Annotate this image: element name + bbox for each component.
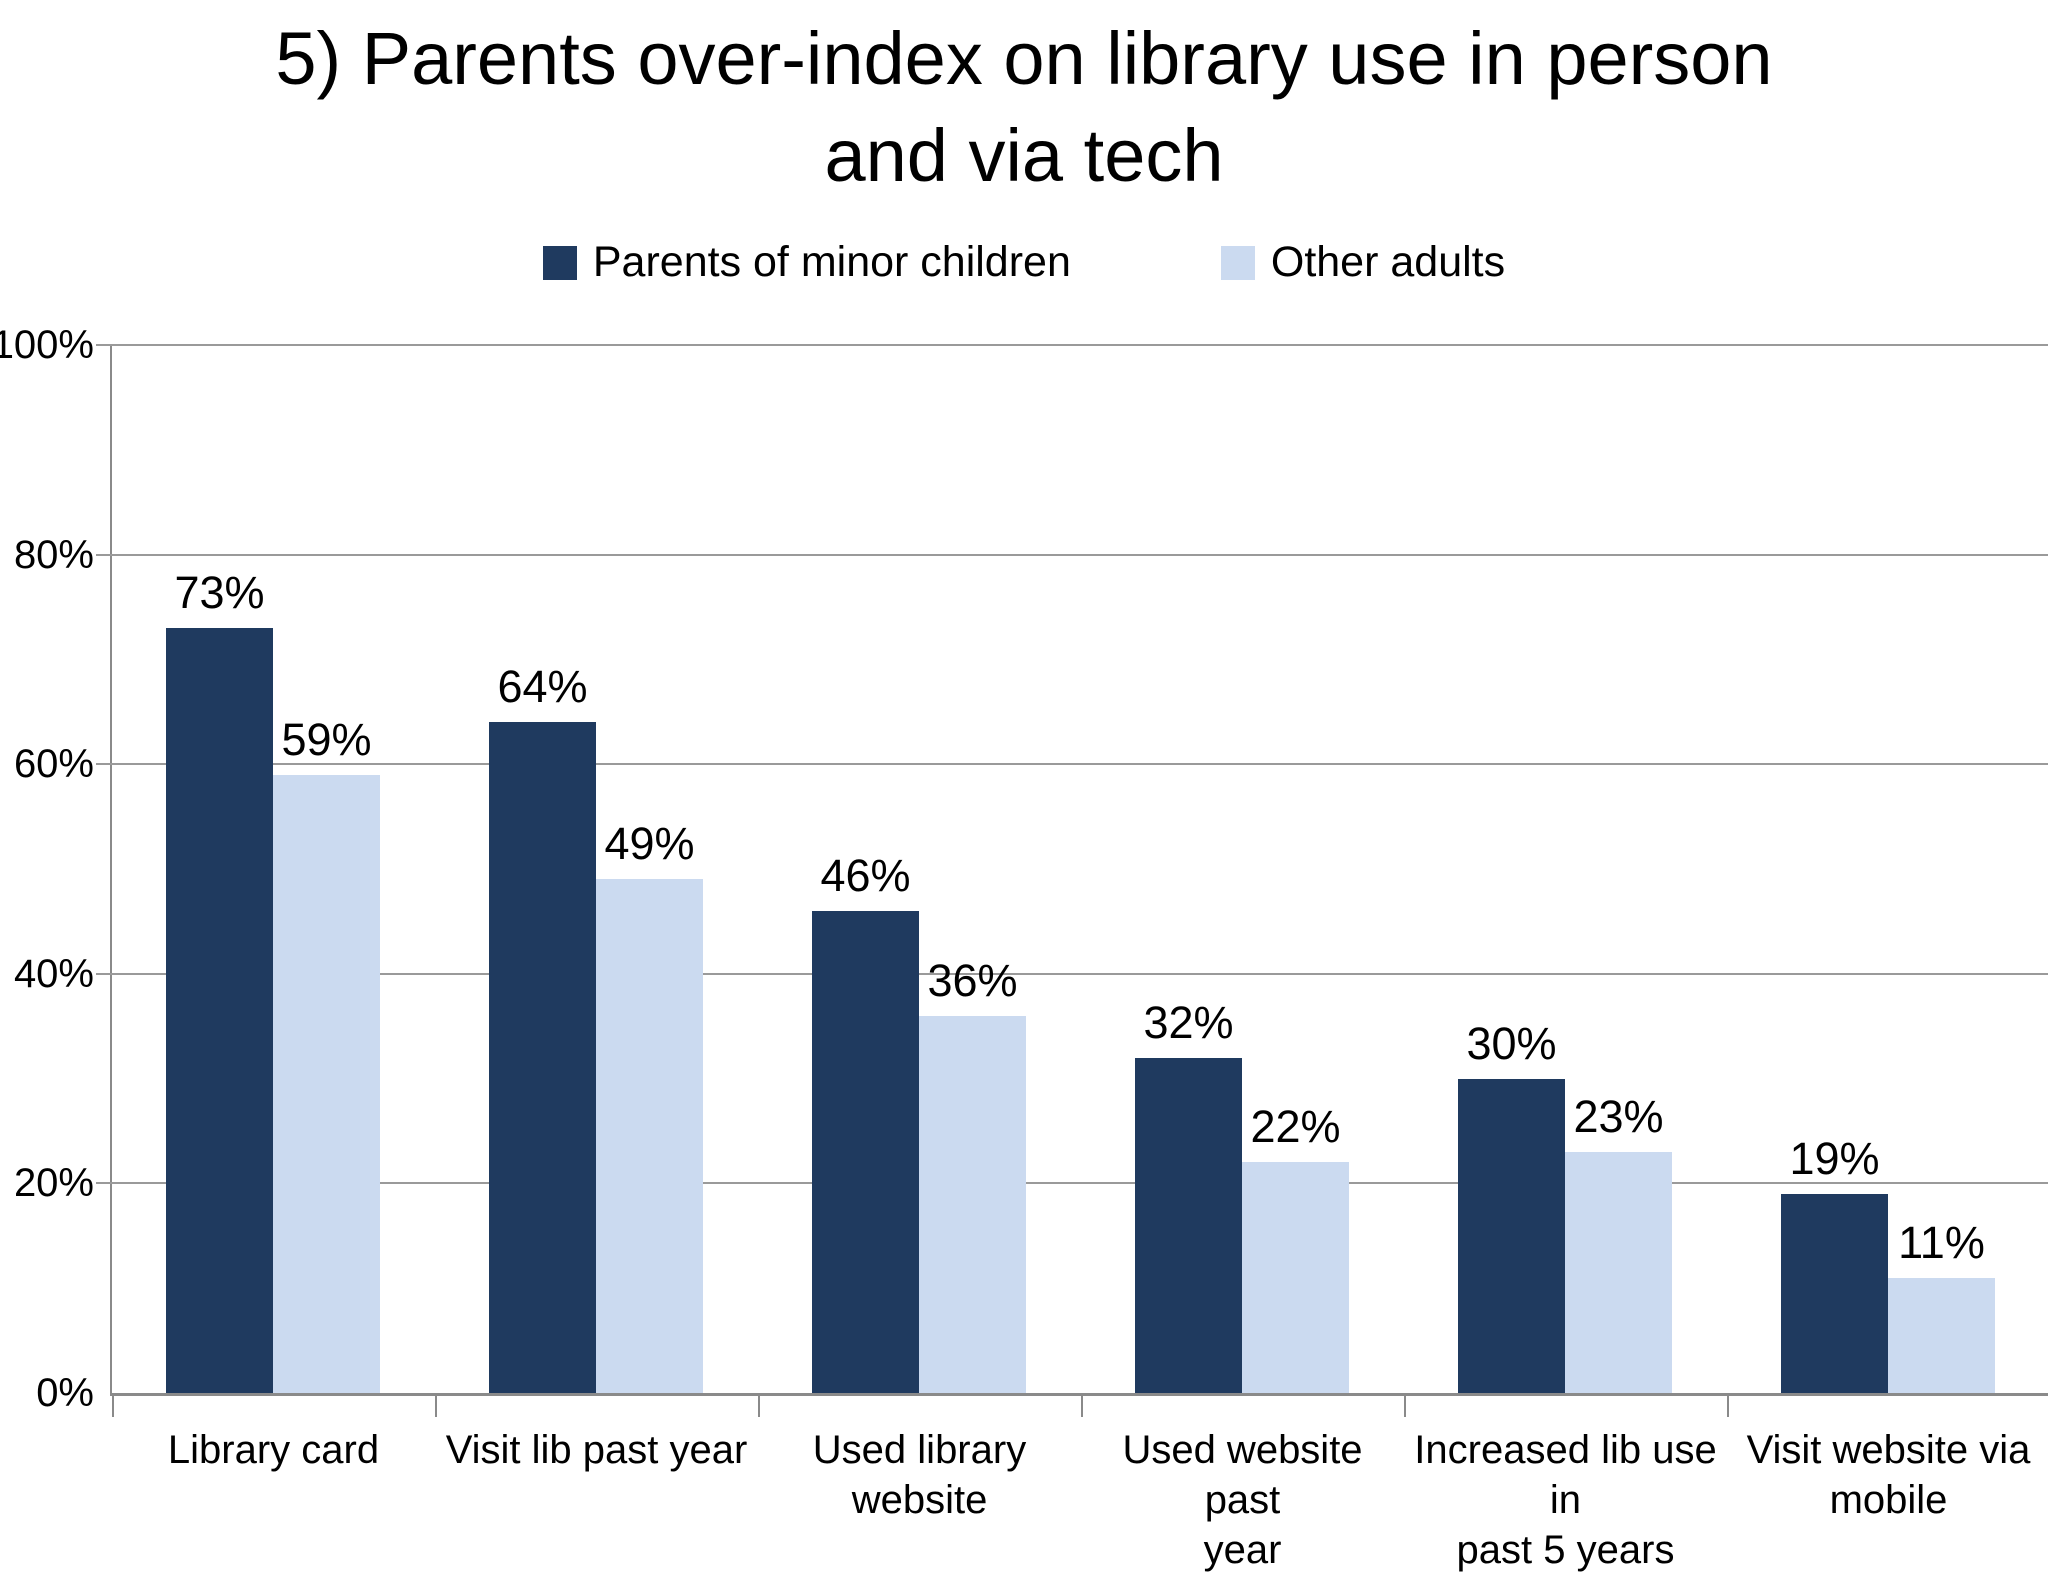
bar-value-label: 11%: [1832, 1218, 2048, 1268]
bar-other-adults-5: [1888, 1278, 1995, 1393]
x-axis-tick: [1081, 1396, 1083, 1417]
y-axis-label-0: 0%: [0, 1373, 94, 1413]
bar-value-label: 59%: [217, 715, 437, 765]
chart-title-line2: and via tech: [0, 107, 2048, 204]
x-axis-tick: [112, 1396, 114, 1417]
bar-value-label: 23%: [1509, 1092, 1729, 1142]
slide-canvas: { "title": { "line1": "5) Parents over-i…: [0, 0, 2048, 1536]
bar-other-adults-1: [596, 879, 703, 1393]
legend-swatch-parents-icon: [543, 246, 577, 280]
y-axis-label-100: 100%: [0, 325, 94, 365]
x-axis-tick: [758, 1396, 760, 1417]
legend-swatch-other-adults-icon: [1221, 246, 1255, 280]
legend-label-other-adults: Other adults: [1271, 238, 1505, 287]
bar-other-adults-3: [1242, 1162, 1349, 1393]
legend-item-other-adults: Other adults: [1221, 238, 1505, 287]
gridline-80: [96, 554, 2048, 556]
bar-value-label: 46%: [756, 851, 976, 901]
x-axis-tick: [1404, 1396, 1406, 1417]
y-axis-label-20: 20%: [0, 1163, 94, 1203]
gridline-100: [96, 344, 2048, 346]
bar-value-label: 30%: [1402, 1019, 1622, 1069]
bar-value-label: 32%: [1079, 998, 1299, 1048]
x-axis-tick: [435, 1396, 437, 1417]
legend-label-parents: Parents of minor children: [593, 238, 1071, 287]
bar-other-adults-0: [273, 775, 380, 1393]
bar-other-adults-4: [1565, 1152, 1672, 1393]
x-axis-category-label-4: Increased lib use in past 5 years: [1404, 1425, 1727, 1575]
x-axis-tick: [1727, 1396, 1729, 1417]
bar-value-label: 19%: [1725, 1134, 1945, 1184]
bar-value-label: 49%: [540, 819, 760, 869]
bar-value-label: 22%: [1186, 1102, 1406, 1152]
x-axis-category-label-5: Visit website via mobile: [1727, 1425, 2048, 1525]
bar-value-label: 73%: [110, 568, 330, 618]
chart-title-line1: 5) Parents over-index on library use in …: [0, 10, 2048, 107]
x-axis-category-label-2: Used library website: [758, 1425, 1081, 1525]
legend-item-parents: Parents of minor children: [543, 238, 1071, 287]
bar-value-label: 36%: [863, 956, 1083, 1006]
x-axis-category-label-3: Used website past year: [1081, 1425, 1404, 1575]
plot-area: 0%20%40%60%80%100%73%64%46%32%30%19%59%4…: [110, 345, 2048, 1396]
bar-value-label: 64%: [433, 662, 653, 712]
y-axis-label-60: 60%: [0, 744, 94, 784]
chart-legend: Parents of minor children Other adults: [0, 238, 2048, 287]
x-axis-category-label-1: Visit lib past year: [435, 1425, 758, 1475]
bar-other-adults-2: [919, 1016, 1026, 1393]
x-axis-category-label-0: Library card: [112, 1425, 435, 1475]
y-axis-label-80: 80%: [0, 535, 94, 575]
chart-title: 5) Parents over-index on library use in …: [0, 10, 2048, 204]
y-axis-label-40: 40%: [0, 954, 94, 994]
